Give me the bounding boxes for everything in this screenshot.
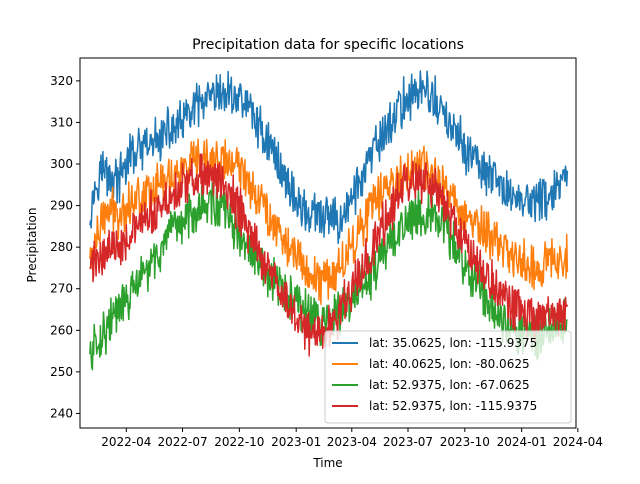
y-tick-label: 290 [50,199,73,213]
series-layer [89,70,569,371]
legend-label-4: lat: 52.9375, lon: -115.9375 [369,399,537,413]
x-tick-label: 2023-07 [383,435,433,449]
y-tick-label: 310 [50,115,73,129]
y-tick-label: 240 [50,406,73,420]
chart-title: Precipitation data for specific location… [192,37,464,53]
legend: lat: 35.0625, lon: -115.9375 lat: 40.0625… [324,330,572,424]
series-line-1 [89,70,569,245]
x-tick-label: 2024-04 [553,435,603,449]
x-tick-label: 2022-04 [101,435,151,449]
legend-label-3: lat: 52.9375, lon: -67.0625 [369,378,530,392]
series-line-4 [89,153,569,357]
y-tick-label: 280 [50,240,73,254]
y-tick-label: 320 [50,74,73,88]
y-tick-label: 270 [50,282,73,296]
x-tick-label: 2023-04 [327,435,377,449]
x-tick-label: 2023-10 [440,435,490,449]
y-tick-label: 250 [50,365,73,379]
y-axis-label: Precipitation [25,207,39,282]
legend-box [324,330,572,424]
x-tick-label: 2024-01 [497,435,547,449]
plot-frame [79,57,577,429]
y-tick-label: 300 [50,157,73,171]
y-tick-label: 260 [50,323,73,337]
legend-label-1: lat: 35.0625, lon: -115.9375 [369,336,537,350]
legend-label-2: lat: 40.0625, lon: -80.0625 [369,357,530,371]
x-tick-label: 2022-10 [214,435,264,449]
x-tick-label: 2023-01 [271,435,321,449]
ticks-layer: 240 250 260 270 280 290 300 310 320 2022-04 2022-0… [50,74,603,449]
x-axis-label: Time [312,456,342,470]
x-tick-label: 2022-07 [157,435,207,449]
